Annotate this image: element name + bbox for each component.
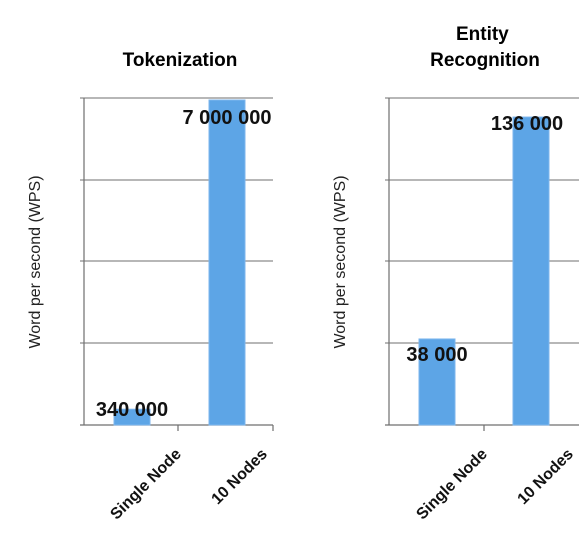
- data-label-entity-recognition-single-node: 38 000: [406, 344, 467, 366]
- x-tick-label-entity-recognition-10-nodes: 10 Nodes: [515, 446, 577, 508]
- chart-title-entity-recognition: Entity Recognition: [430, 24, 540, 71]
- y-axis-label-tokenization: Word per second (WPS): [27, 175, 44, 348]
- data-label-tokenization-single-node: 340 000: [96, 399, 168, 421]
- x-tick-label-entity-recognition-single-node: Single Node: [413, 446, 490, 523]
- bar-entity-recognition-single-node: [418, 338, 456, 426]
- chart-title-line: Entity: [456, 24, 509, 45]
- x-tick-label-tokenization-10-nodes: 10 Nodes: [209, 446, 271, 508]
- chart-entity-recognition: Entity Recognition Word per second (WPS)…: [332, 24, 579, 523]
- bar-entity-recognition-10-nodes: [512, 116, 550, 426]
- y-axis-label-entity-recognition: Word per second (WPS): [332, 175, 349, 348]
- data-label-entity-recognition-10-nodes: 136 000: [491, 113, 563, 135]
- x-tick-label-tokenization-single-node: Single Node: [107, 446, 184, 523]
- chart-title-tokenization: Tokenization: [123, 50, 238, 71]
- chart-title-line: Recognition: [430, 50, 540, 71]
- chart-tokenization: Tokenization Word per second (WPS) 340 0…: [27, 50, 274, 523]
- bar-tokenization-single-node: [113, 408, 151, 426]
- bar-tokenization-10-nodes: [208, 99, 246, 426]
- data-label-tokenization-10-nodes: 7 000 000: [183, 107, 272, 129]
